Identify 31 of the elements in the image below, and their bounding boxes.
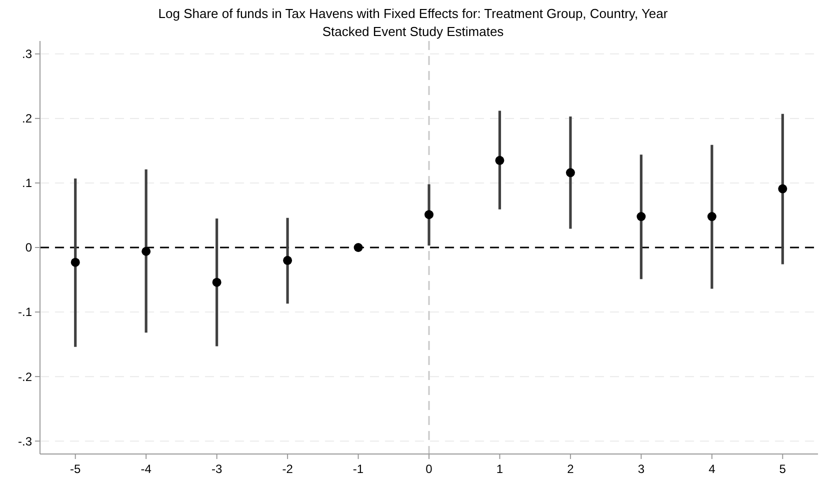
point — [495, 156, 504, 165]
point — [212, 278, 222, 287]
point — [707, 212, 716, 222]
x-tick-label: 5 — [779, 462, 786, 476]
y-tick-label: -.2 — [18, 370, 32, 384]
x-tick-label: -3 — [211, 462, 222, 476]
point — [354, 243, 363, 252]
chart-subtitle: Stacked Event Study Estimates — [322, 24, 504, 39]
point — [424, 210, 434, 220]
point — [283, 256, 292, 265]
x-tick-label: -1 — [352, 462, 364, 476]
x-tick-label: -5 — [70, 462, 82, 476]
y-tick-label: .1 — [22, 176, 32, 190]
x-tick-label: 2 — [567, 462, 574, 476]
point — [778, 184, 788, 194]
y-tick-label: .3 — [22, 47, 32, 62]
y-tick-label: -.1 — [18, 305, 32, 320]
y-tick-label: .2 — [22, 112, 32, 126]
x-tick-label: -2 — [282, 462, 294, 476]
y-tick-label: -.3 — [18, 434, 32, 448]
point — [142, 246, 151, 256]
y-tick-label: 0 — [25, 240, 32, 255]
point — [70, 258, 80, 267]
x-tick-label: 0 — [426, 462, 433, 476]
chart-title: Log Share of funds in Tax Havens with Fixed Effects for: Treatment Group, Country, Year — [158, 6, 668, 21]
x-tick-label: 4 — [708, 462, 716, 476]
x-tick-label: 3 — [638, 462, 645, 476]
point — [636, 212, 646, 222]
x-tick-label: 1 — [496, 462, 504, 476]
x-tick-label: -4 — [140, 462, 152, 476]
point — [566, 168, 575, 178]
